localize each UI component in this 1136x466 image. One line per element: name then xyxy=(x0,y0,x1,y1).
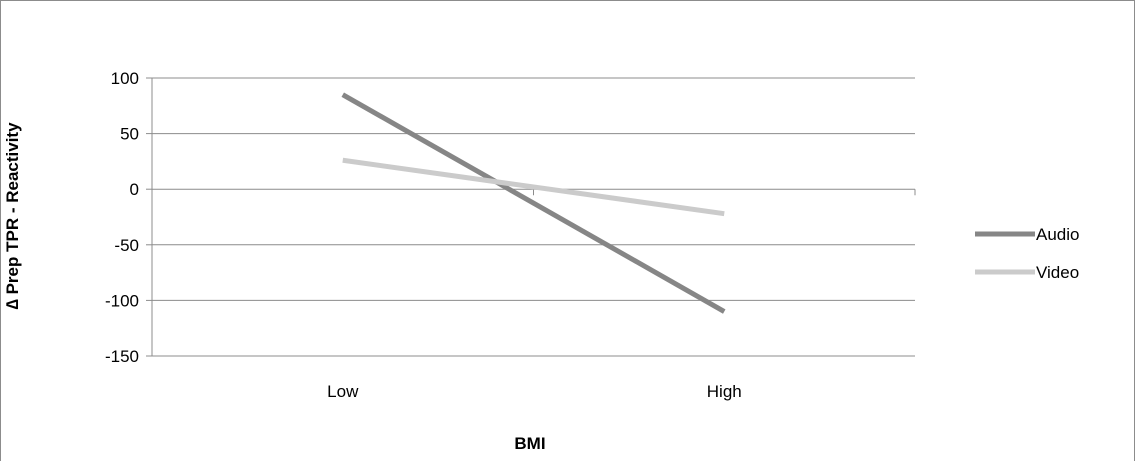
x-tick-label: Low xyxy=(327,382,359,401)
y-tick-labels: 100 50 0 -50 -100 -150 xyxy=(105,69,139,366)
series-line-audio xyxy=(341,92,726,314)
y-tick-label: 50 xyxy=(120,125,139,144)
series-lines xyxy=(341,92,726,314)
y-tick-label: 100 xyxy=(111,69,139,88)
gridlines xyxy=(146,77,915,357)
y-tick-label: 0 xyxy=(130,180,139,199)
legend-label-audio: Audio xyxy=(1036,225,1079,244)
y-axis-title: ∆ Prep TPR - Reactivity xyxy=(3,122,22,310)
legend-label-video: Video xyxy=(1036,263,1079,282)
y-tick-label: -50 xyxy=(114,236,139,255)
y-tick-label: -150 xyxy=(105,347,139,366)
legend: Audio Video xyxy=(975,225,1079,282)
x-tick-label: High xyxy=(707,382,742,401)
series-line-video xyxy=(342,157,725,217)
y-tick-label: -100 xyxy=(105,291,139,310)
x-axis-title: BMI xyxy=(514,434,545,453)
x-tick-labels: Low High xyxy=(327,382,742,401)
